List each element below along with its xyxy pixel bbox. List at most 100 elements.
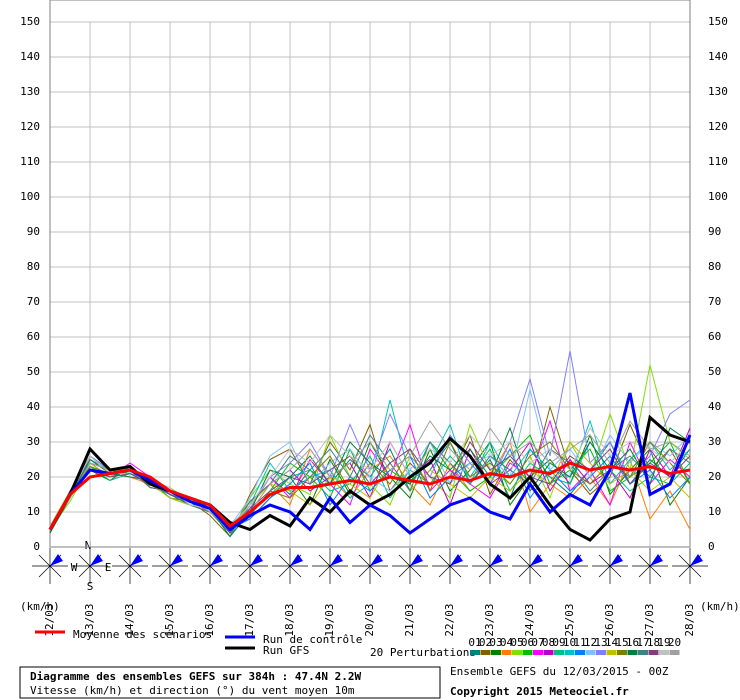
legend-label: Run GFS	[263, 644, 309, 657]
x-tick-label: 23/03	[483, 603, 496, 636]
legend-label: Run de contrôle	[263, 633, 362, 646]
x-tick-label: 13/03	[83, 603, 96, 636]
legend-swatch	[575, 650, 585, 655]
y-tick-label-right: 80	[708, 260, 721, 273]
legend-label: 13	[594, 636, 607, 649]
x-tick-label: 20/03	[363, 603, 376, 636]
legend-swatch	[522, 650, 533, 655]
y-tick-label: 100	[20, 190, 40, 203]
legend-label: 09	[552, 636, 565, 649]
legend-swatch	[491, 650, 501, 655]
y-tick-label-right: 50	[708, 365, 721, 378]
legend-swatch	[627, 650, 638, 655]
y-tick-label: 140	[20, 50, 40, 63]
wind-arrow	[490, 554, 503, 566]
plot-frame	[49, 0, 691, 548]
y-tick-label: 50	[27, 365, 40, 378]
wind-arrow	[450, 554, 463, 566]
legend-swatch	[470, 650, 480, 655]
y-tick-label-right: 110	[708, 155, 728, 168]
run-info: Ensemble GEFS du 12/03/2015 - 00Z	[450, 665, 669, 678]
wind-arrow	[690, 554, 703, 566]
legend-swatch	[564, 650, 575, 655]
y-tick-label-right: 120	[708, 120, 728, 133]
legend-label: 01	[468, 636, 481, 649]
copyright: Copyright 2015 Meteociel.fr	[450, 685, 629, 698]
y-tick-label: 30	[27, 435, 40, 448]
legend-label: 05	[510, 636, 523, 649]
y-tick-label: 90	[27, 225, 40, 238]
wind-arrow	[530, 554, 543, 566]
y-tick-label: 0	[33, 540, 40, 553]
y-tick-label: 150	[20, 15, 40, 28]
perturbations-label: 20 Perturbations	[370, 646, 476, 659]
legend-swatch	[480, 650, 491, 655]
legend-label: 03	[489, 636, 502, 649]
legend-swatch	[648, 650, 659, 655]
wind-arrow	[610, 554, 623, 566]
y-tick-label: 70	[27, 295, 40, 308]
y-tick-label-right: 40	[708, 400, 721, 413]
info-box	[19, 666, 441, 699]
compass-n: N	[85, 539, 92, 552]
y-tick-label-right: 140	[708, 50, 728, 63]
x-tick-label: 19/03	[323, 603, 336, 636]
legend-swatch	[554, 650, 564, 655]
legend-label: 02	[479, 636, 492, 649]
legend-swatch	[543, 650, 554, 655]
y-tick-label: 120	[20, 120, 40, 133]
y-unit: (km/h)	[20, 600, 60, 613]
legend-label: 08	[542, 636, 555, 649]
x-tick-label: 18/03	[283, 603, 296, 636]
wind-arrow	[290, 554, 303, 566]
wind-arrow	[90, 554, 103, 566]
wind-arrow	[370, 554, 383, 566]
y-tick-label-right: 130	[708, 85, 728, 98]
y-tick-label: 110	[20, 155, 40, 168]
wind-arrow	[330, 554, 343, 566]
wind-arrow	[250, 554, 263, 566]
wind-arrow	[50, 554, 63, 566]
legend-label: 19	[657, 636, 670, 649]
y-unit-right: (km/h)	[700, 600, 740, 613]
x-tick-label: 24/03	[523, 603, 536, 636]
legend-swatch	[638, 650, 648, 655]
y-tick-label: 10	[27, 505, 40, 518]
compass-w: W	[71, 561, 78, 574]
legend-label: 17	[636, 636, 649, 649]
wind-arrow	[170, 554, 183, 566]
y-tick-label: 60	[27, 330, 40, 343]
x-tick-label: 26/03	[603, 603, 616, 636]
legend-swatch	[659, 650, 669, 655]
y-tick-label: 80	[27, 260, 40, 273]
y-tick-label: 40	[27, 400, 40, 413]
legend-label: 12	[584, 636, 597, 649]
x-tick-label: 17/03	[243, 603, 256, 636]
legend-swatch	[501, 650, 512, 655]
x-tick-label: 21/03	[403, 603, 416, 636]
y-tick-label-right: 90	[708, 225, 721, 238]
x-tick-label: 14/03	[123, 603, 136, 636]
y-tick-label-right: 100	[708, 190, 728, 203]
legend-label: 10	[563, 636, 576, 649]
main-line	[48, 461, 691, 531]
chart-title: Diagramme des ensembles GEFS sur 384h : …	[30, 670, 362, 683]
y-tick-label-right: 70	[708, 295, 721, 308]
y-tick-label: 130	[20, 85, 40, 98]
wind-arrow	[210, 554, 223, 566]
legend-label: 07	[531, 636, 544, 649]
y-tick-label: 20	[27, 470, 40, 483]
wind-arrow	[130, 554, 143, 566]
legend-swatch	[533, 650, 543, 655]
x-tick-label: 27/03	[643, 603, 656, 636]
legend-label: 11	[573, 636, 586, 649]
legend-label: Moyenne des scénarios	[73, 628, 212, 641]
x-tick-label: 16/03	[203, 603, 216, 636]
chart-subtitle: Vitesse (km/h) et direction (°) du vent …	[30, 684, 355, 697]
x-tick-label: 28/03	[683, 603, 696, 636]
legend-label: 18	[647, 636, 660, 649]
legend-swatch	[669, 650, 680, 655]
compass-s: S	[87, 580, 94, 593]
legend-swatch	[596, 650, 606, 655]
